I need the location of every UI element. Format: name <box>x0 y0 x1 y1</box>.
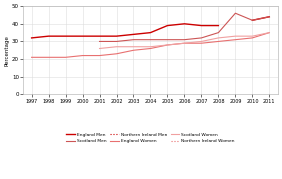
Y-axis label: Percentage: Percentage <box>4 35 9 66</box>
Legend: England Men, Scotland Men, Northern Ireland Men, England Women, Scotland Women, : England Men, Scotland Men, Northern Irel… <box>64 131 237 145</box>
